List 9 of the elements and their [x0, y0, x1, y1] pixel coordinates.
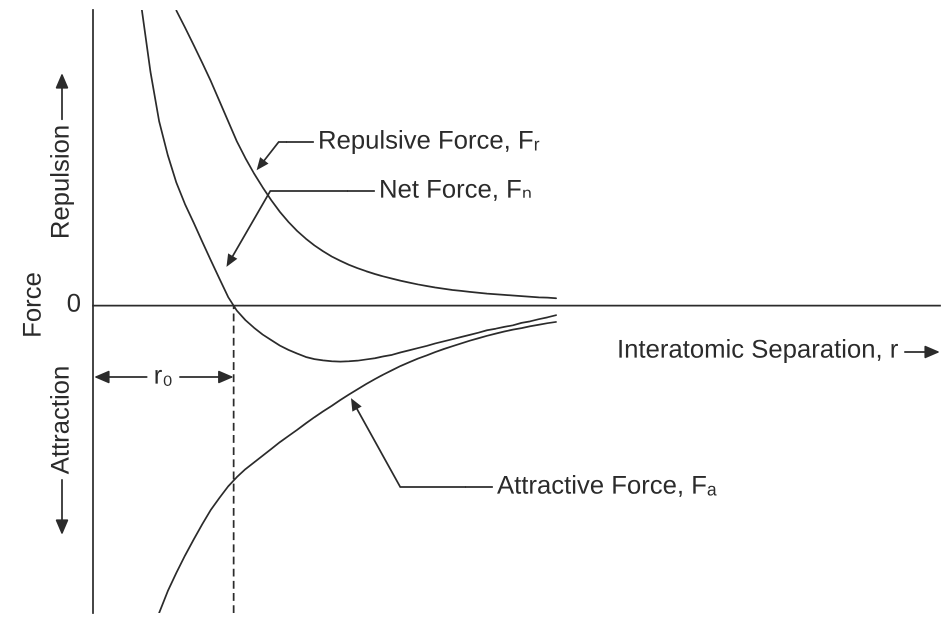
- legend-label: Net Force, Fₙ: [381, 180, 531, 201]
- x-axis-title: Interatomic Separation, r: [619, 339, 898, 363]
- legend-label: Attractive Force, Fₐ: [497, 475, 717, 497]
- text: Repulsion: [50, 126, 74, 238]
- legend-label: Repulsive Force, Fᵣ: [320, 130, 540, 154]
- text: Attraction: [50, 367, 69, 474]
- annotation: r₀: [155, 370, 172, 386]
- y-axis-title: Force: [22, 273, 41, 336]
- text: 0: [68, 294, 80, 312]
